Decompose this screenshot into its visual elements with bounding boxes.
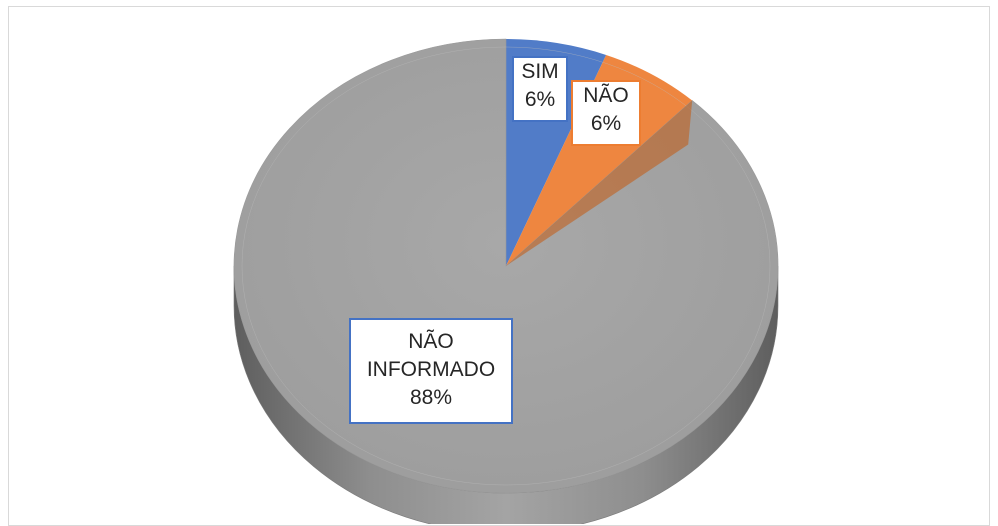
data-label-nao-percent: 6% (590, 112, 622, 135)
data-label-sim-percent: 6% (524, 88, 556, 111)
pie-top-highlight (241, 46, 771, 486)
pie-slice-n-o (506, 54, 693, 267)
data-label-nao: NÃO 6% (571, 80, 641, 146)
data-label-nao-informado: NÃO INFORMADO 88% (349, 318, 513, 424)
data-label-nao-name: NÃO (583, 84, 629, 107)
data-label-sim-name: SIM (521, 60, 559, 83)
pie-slice-nao-shade (506, 100, 693, 266)
data-label-nao-informado-name-line2: INFORMADO (366, 358, 496, 381)
data-label-nao-informado-name-line1: NÃO (408, 330, 454, 353)
data-label-nao-informado-percent: 88% (409, 386, 453, 409)
data-label-sim: SIM 6% (512, 56, 568, 122)
